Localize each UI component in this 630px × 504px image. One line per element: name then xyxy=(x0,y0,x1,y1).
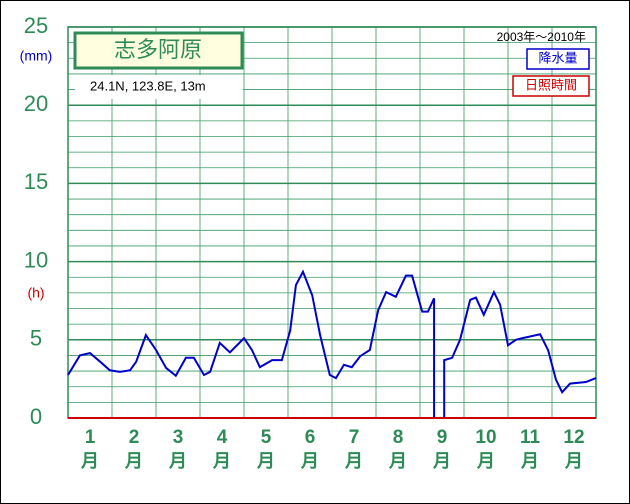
x-tick-unit: 月 xyxy=(520,451,539,471)
y-tick-label: 10 xyxy=(24,247,48,272)
y-tick-label: 15 xyxy=(24,169,48,194)
x-tick-label: 10 xyxy=(475,427,496,448)
y-tick-label: 20 xyxy=(24,91,48,116)
x-tick-unit: 月 xyxy=(212,451,231,471)
x-tick-unit: 月 xyxy=(432,451,451,471)
legend-label: 降水量 xyxy=(538,50,577,65)
x-tick-unit: 月 xyxy=(300,451,319,471)
x-tick-unit: 月 xyxy=(168,451,187,471)
chart-title: 志多阿原 xyxy=(114,37,202,62)
subtitle-bg xyxy=(75,75,243,99)
title-box xyxy=(73,31,244,70)
x-tick-unit: 月 xyxy=(564,451,583,471)
y-unit: (mm) xyxy=(20,48,53,64)
x-tick-label: 2 xyxy=(129,427,140,448)
x-tick-unit: 月 xyxy=(388,451,407,471)
x-tick-unit: 月 xyxy=(476,451,495,471)
legend-box xyxy=(526,48,590,70)
x-tick-label: 5 xyxy=(261,427,272,448)
y-tick-label: 0 xyxy=(30,404,42,429)
legend-box xyxy=(512,75,590,97)
x-tick-label: 9 xyxy=(437,427,448,448)
x-tick-label: 1 xyxy=(85,427,96,448)
x-tick-unit: 月 xyxy=(124,451,143,471)
x-tick-label: 4 xyxy=(217,427,228,448)
y-unit: (h) xyxy=(27,285,44,301)
x-tick-unit: 月 xyxy=(256,451,275,471)
subtitle: 24.1N, 123.8E, 13m xyxy=(90,78,206,93)
y-tick-label: 5 xyxy=(30,326,42,351)
y-tick-label: 25 xyxy=(24,13,48,38)
x-tick-label: 12 xyxy=(563,427,584,448)
x-tick-label: 11 xyxy=(520,427,541,448)
x-tick-label: 7 xyxy=(349,427,360,448)
legend-label: 日照時間 xyxy=(525,77,577,92)
x-tick-label: 3 xyxy=(173,427,184,448)
x-tick-label: 6 xyxy=(305,427,316,448)
x-tick-unit: 月 xyxy=(80,451,99,471)
x-tick-unit: 月 xyxy=(344,451,363,471)
period: 2003年〜2010年 xyxy=(497,30,586,44)
x-tick-label: 8 xyxy=(393,427,404,448)
series-line xyxy=(67,269,597,419)
